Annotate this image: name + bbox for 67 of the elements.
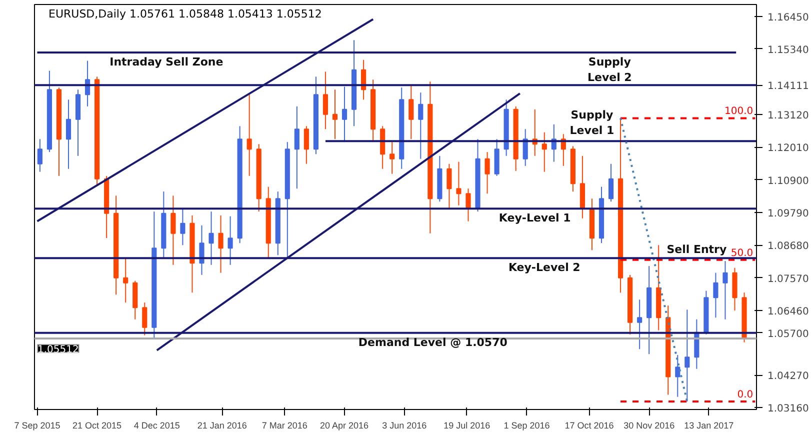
candlestick <box>342 86 348 143</box>
y-tick-label: 1.04270 <box>768 371 809 382</box>
candlestick <box>608 163 614 202</box>
candlestick <box>522 128 528 166</box>
candlestick <box>637 299 642 350</box>
candlestick <box>123 258 128 304</box>
candlestick <box>304 126 309 164</box>
annotation: Intraday Sell Zone <box>110 56 224 69</box>
candlestick <box>713 272 718 318</box>
y-tick-label: 1.08680 <box>768 241 809 252</box>
series-label: 0.0 <box>737 390 754 401</box>
x-tick-label: 1 Sep 2016 <box>504 420 550 430</box>
candlestick <box>332 89 338 140</box>
y-tick-label: 1.07570 <box>768 274 809 285</box>
candlestick <box>446 163 452 210</box>
x-tick-label: 30 Nov 2016 <box>624 420 675 430</box>
x-tick-label: 7 Mar 2016 <box>262 420 308 430</box>
candlestick <box>66 99 72 170</box>
x-tick-label: 21 Oct 2015 <box>72 420 122 430</box>
candlestick <box>418 92 424 160</box>
candlestick <box>228 216 233 266</box>
candlestick <box>142 302 148 336</box>
ref-line-label: 1.05700 <box>768 328 809 340</box>
candlestick <box>180 208 186 246</box>
candlestick <box>722 260 728 320</box>
candlestick <box>484 152 490 194</box>
annotation: Key-Level 2 <box>508 261 580 274</box>
candlestick <box>466 188 471 222</box>
candlestick <box>542 132 547 172</box>
candlestick <box>322 71 328 130</box>
annotation: Supply Level 2 <box>587 56 632 84</box>
annotation: Demand Level @ 1.0570 <box>358 336 508 349</box>
ref-line-label: 1.14111 <box>768 81 809 92</box>
chart-title: EURUSD,Daily 1.05761 1.05848 1.05413 1.05512 <box>48 8 322 20</box>
y-tick-label: 1.13120 <box>768 110 809 122</box>
y-tick-label: 1.03160 <box>768 404 809 415</box>
candlestick <box>246 94 252 176</box>
candlestick <box>390 142 395 174</box>
candlestick <box>208 211 214 266</box>
annotation: Key-Level 1 <box>498 212 571 225</box>
candlestick <box>294 106 300 190</box>
x-tick-label: 7 Sep 2015 <box>14 420 60 430</box>
series-label: 100.0 <box>724 106 754 118</box>
y-tick-label: 1.16450 <box>768 12 809 24</box>
annotation: Sell Entry <box>666 242 727 256</box>
x-tick-label: 13 Jan 2017 <box>684 420 734 430</box>
x-tick-label: 19 Jul 2016 <box>444 420 490 430</box>
candlestick <box>199 224 204 276</box>
annotation: Supply Level 1 <box>570 108 614 138</box>
candlestick <box>170 195 176 266</box>
x-tick-label: 4 Dec 2015 <box>134 420 180 430</box>
x-tick-label: 17 Oct 2016 <box>564 420 614 430</box>
candlestick <box>408 84 414 140</box>
x-tick-label: 20 Apr 2016 <box>320 420 369 430</box>
y-tick-label: 1.12010 <box>768 143 809 154</box>
x-tick-label: 21 Jan 2016 <box>197 420 247 430</box>
y-tick-label: 1.10900 <box>768 176 809 187</box>
candlestick <box>37 138 42 172</box>
candlestick <box>218 214 224 274</box>
y-tick-label: 1.15340 <box>768 44 809 56</box>
candlestick <box>684 309 690 402</box>
candlestick <box>675 354 680 398</box>
x-tick-label: 3 Jun 2016 <box>382 420 427 430</box>
candlestick <box>456 161 462 206</box>
y-tick-label: 1.06460 <box>768 306 809 318</box>
series-label: 50.0 <box>730 248 754 259</box>
y-tick-label: 1.09790 <box>768 208 809 220</box>
